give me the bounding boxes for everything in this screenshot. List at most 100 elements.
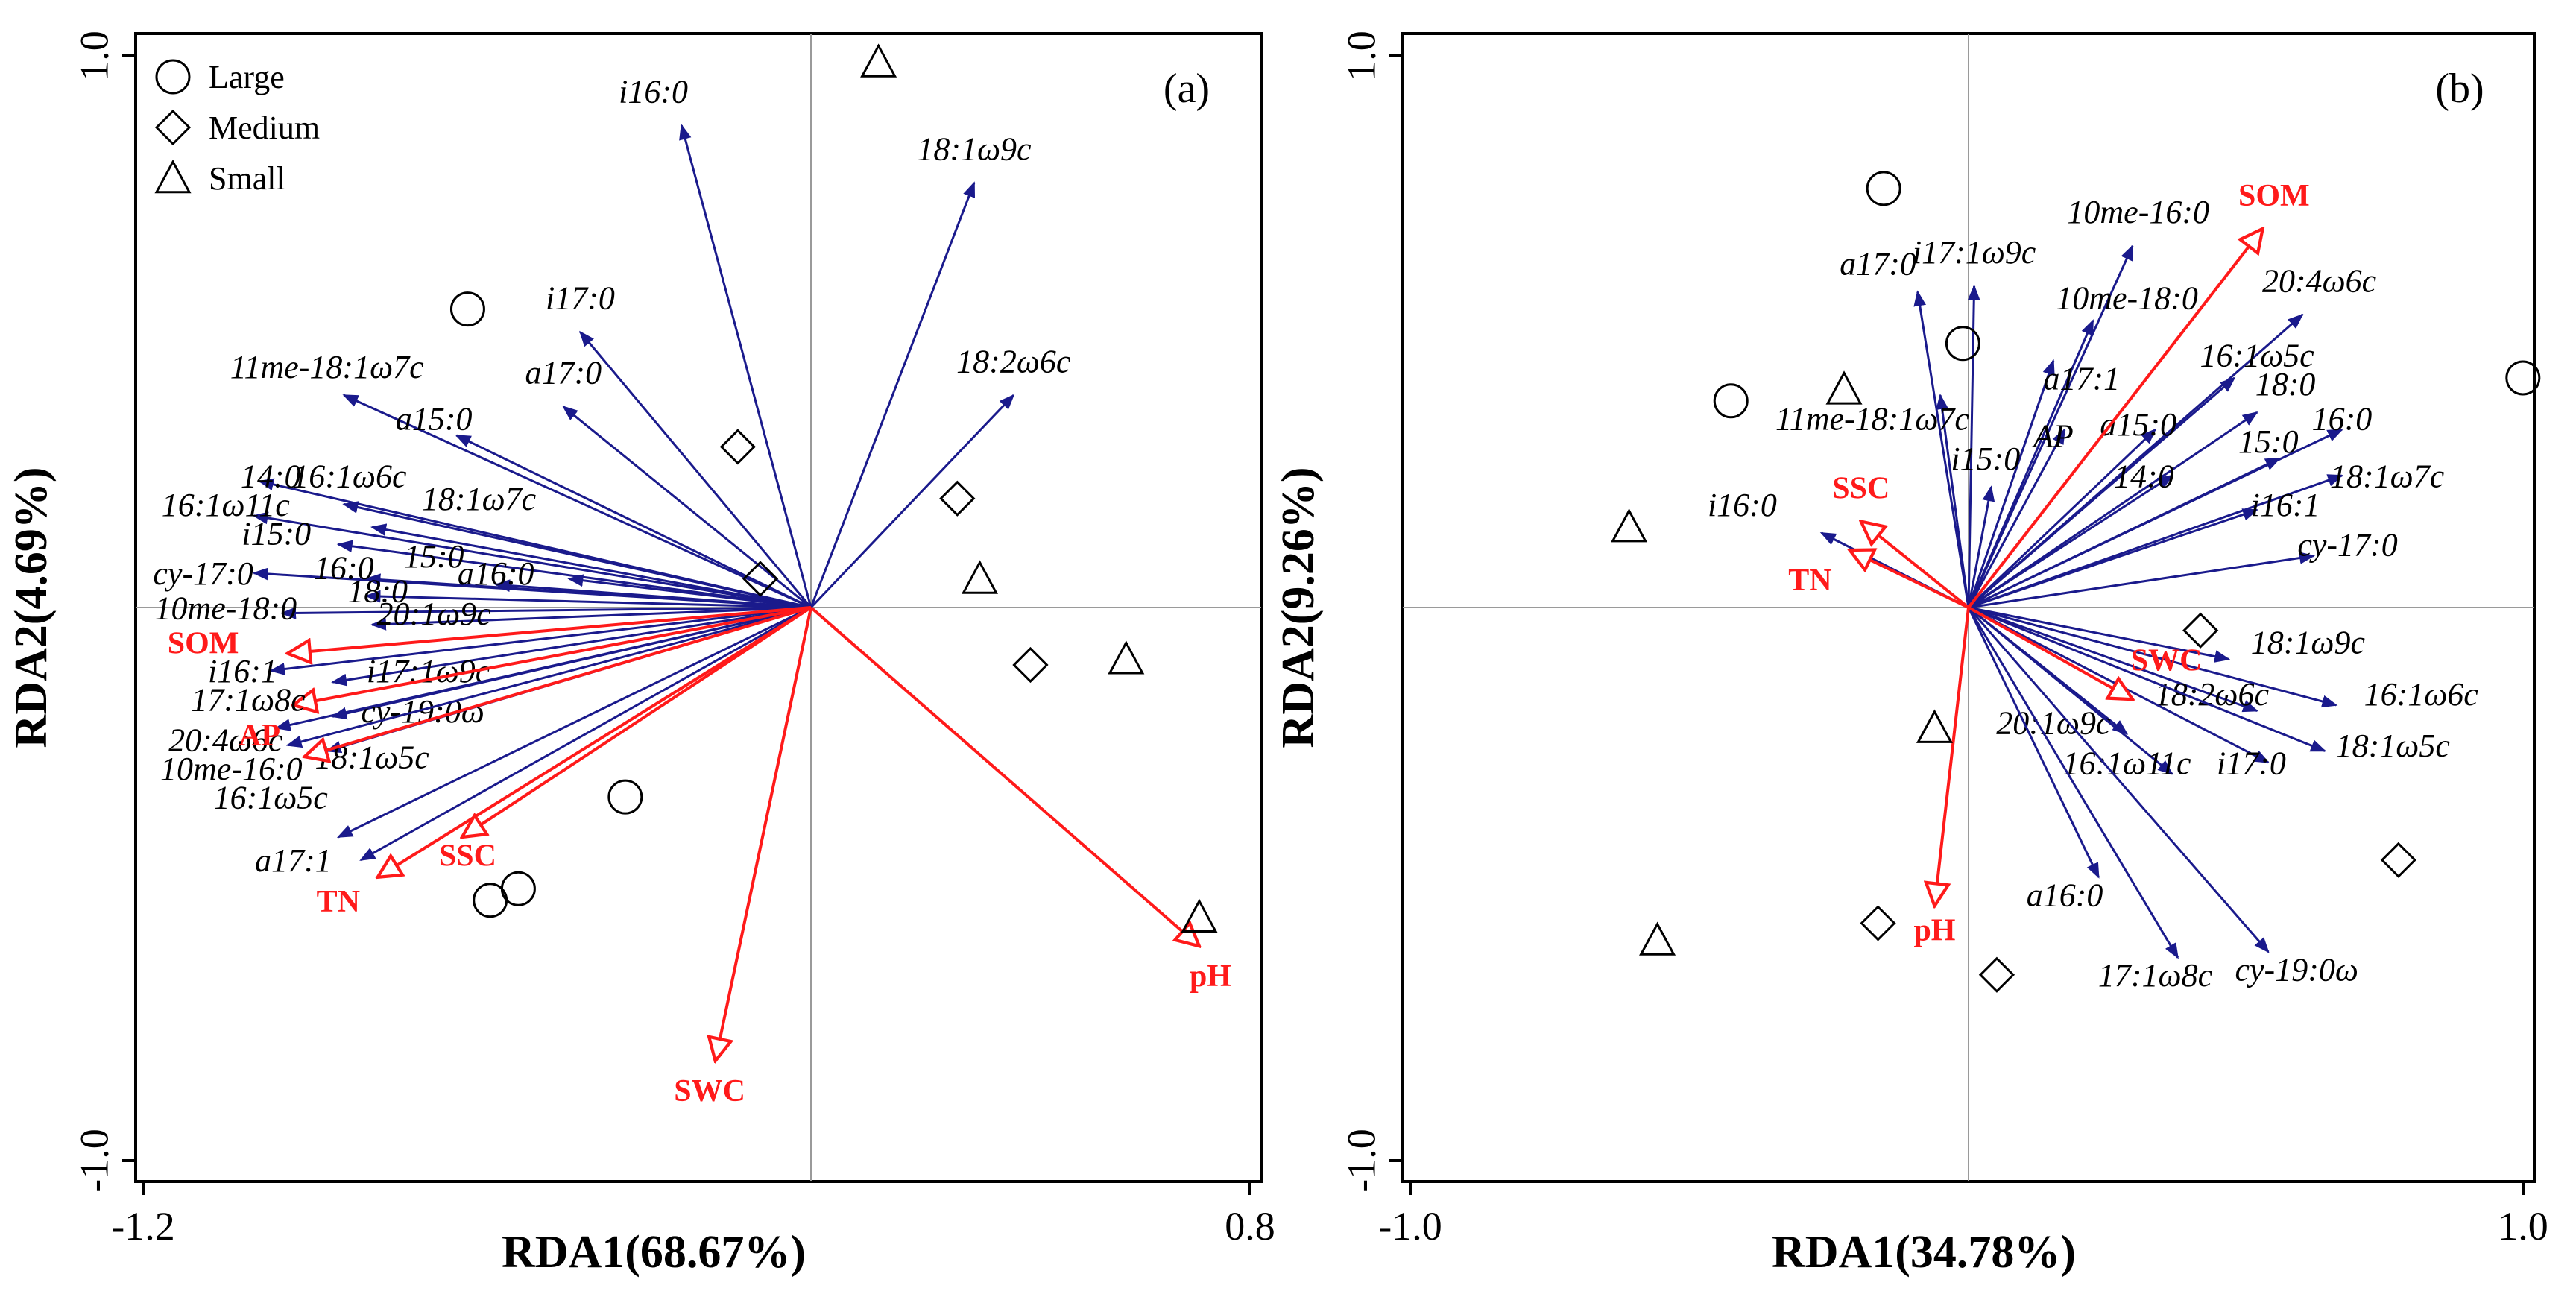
site-triangle — [1825, 370, 1863, 405]
species-arrow — [1968, 457, 2282, 609]
site-diamond — [1012, 646, 1049, 684]
site-diamond — [2182, 612, 2219, 649]
species-label: a17:1 — [2043, 360, 2120, 397]
species-label: 18:1ω9c — [2251, 625, 2366, 661]
site-circle — [2505, 360, 2541, 396]
site-circle — [500, 871, 536, 906]
site-triangle — [1639, 921, 1676, 956]
species-label: 16:0 — [314, 550, 374, 587]
species-label: 20:4ω6c — [168, 722, 283, 759]
site-circle — [449, 291, 485, 327]
species-label: 16:1ω11c — [2063, 745, 2191, 781]
species-arrow — [342, 394, 812, 609]
site-diamond — [1978, 956, 2015, 993]
species-arrow — [1968, 474, 2174, 609]
species-label: AP — [2031, 417, 2074, 454]
panel-b: -1.0 1.0 1.0 -1.0 RDA1(34.78%) RDA2(9.26%) (b)… — [1273, 31, 2548, 1278]
env-arrow — [305, 606, 812, 757]
species-arrow — [336, 606, 812, 839]
species-label: 15:0 — [2238, 423, 2299, 460]
species-label: i15:0 — [1951, 441, 2020, 477]
env-arrow — [1968, 606, 2133, 699]
species-label: 11me-18:1ω7c — [230, 349, 424, 385]
species-arrow — [679, 124, 812, 608]
species-label: 16:1ω5c — [2200, 338, 2314, 374]
env-label: SOM — [168, 627, 239, 661]
species-label: a17:0 — [1840, 245, 1916, 282]
site-circle — [607, 779, 643, 815]
species-label: 18:2ω6c — [956, 343, 1071, 379]
species-arrow — [1968, 508, 2259, 609]
env-label: SWC — [2131, 644, 2203, 678]
species-label: 18:1ω7c — [422, 481, 537, 517]
species-arrow — [252, 511, 812, 609]
site-diamond — [719, 429, 756, 465]
env-arrow — [809, 606, 1199, 946]
species-arrow — [370, 606, 812, 631]
species-arrow — [370, 523, 812, 609]
species-label: 20:4ω6c — [2262, 263, 2377, 300]
x-axis-label: RDA1(68.67%) — [502, 1227, 806, 1278]
x-axis-label: RDA1(34.78%) — [1772, 1227, 2076, 1278]
species-arrow — [1968, 606, 2327, 752]
env-arrow — [462, 606, 812, 837]
species-arrow — [1913, 290, 1970, 608]
species-arrow — [359, 606, 812, 862]
site-triangle — [1108, 640, 1145, 675]
site-circle — [1866, 171, 1901, 206]
panel-tag: (b) — [2435, 66, 2484, 112]
species-label: 18:1ω9c — [917, 130, 1032, 167]
site-diamond — [2380, 842, 2416, 878]
species-label: 18:2ω6c — [2155, 676, 2270, 713]
species-label: 16:1ω6c — [292, 458, 407, 494]
species-arrow — [280, 606, 812, 619]
species-arrow — [1967, 428, 2156, 609]
site-circle — [1945, 326, 1980, 362]
species-label: 10me-18:0 — [2056, 280, 2198, 317]
species-label: a15:0 — [396, 400, 473, 437]
site-triangle — [1181, 898, 1218, 933]
species-label: 18:0 — [347, 572, 408, 609]
species-label: 16:1ω11c — [162, 487, 290, 523]
species-label: 10me-18:0 — [154, 590, 297, 626]
species-label: 18:1ω5c — [315, 739, 429, 776]
species-arrow — [1968, 376, 2236, 609]
species-arrow — [1967, 284, 1980, 608]
species-arrow — [285, 606, 812, 748]
x-tick-label: 0.8 — [1225, 1204, 1275, 1249]
legend-label: Small — [209, 160, 285, 197]
species-label: 11me-18:1ω7c — [1775, 400, 1969, 437]
species-arrow — [1968, 606, 2174, 775]
env-arrow — [716, 607, 812, 1061]
species-label: cy-19:0ω — [2235, 952, 2358, 988]
species-arrow — [1967, 359, 2055, 608]
species-arrow — [567, 574, 812, 609]
env-label: 17:1ω8c — [191, 682, 306, 719]
y-tick-label: 1.0 — [1339, 31, 1383, 81]
y-tick-label: -1.0 — [1339, 1129, 1383, 1192]
x-tick-label: -1.0 — [1378, 1204, 1442, 1249]
species-label: 18:1ω7c — [2330, 458, 2445, 494]
species-label: i16:1 — [2251, 487, 2320, 523]
species-label: 14:0 — [241, 458, 301, 494]
legend: Large Medium Small — [154, 59, 320, 197]
env-arrow — [1850, 550, 1969, 609]
x-tick-label: 1.0 — [2498, 1204, 2548, 1249]
legend-triangle-icon — [154, 159, 192, 194]
env-label: SOM — [2238, 179, 2310, 213]
species-arrow — [1967, 319, 2094, 608]
site-diamond — [742, 561, 779, 597]
y-axis-label: RDA2(4.69%) — [6, 467, 57, 748]
y-tick-label: 1.0 — [72, 31, 116, 81]
site-triangle — [860, 43, 897, 78]
species-label: i17:0 — [2217, 745, 2286, 781]
species-label: a17:0 — [525, 355, 602, 391]
species-label: i16:0 — [619, 73, 688, 110]
species-label: i16:1 — [208, 653, 277, 690]
env-label: SSC — [1832, 472, 1890, 506]
env-label: TN — [1788, 564, 1831, 598]
panel-tag: (a) — [1164, 66, 1210, 112]
species-label: 10me-16:0 — [2067, 194, 2209, 230]
species-arrow — [1968, 552, 2316, 609]
